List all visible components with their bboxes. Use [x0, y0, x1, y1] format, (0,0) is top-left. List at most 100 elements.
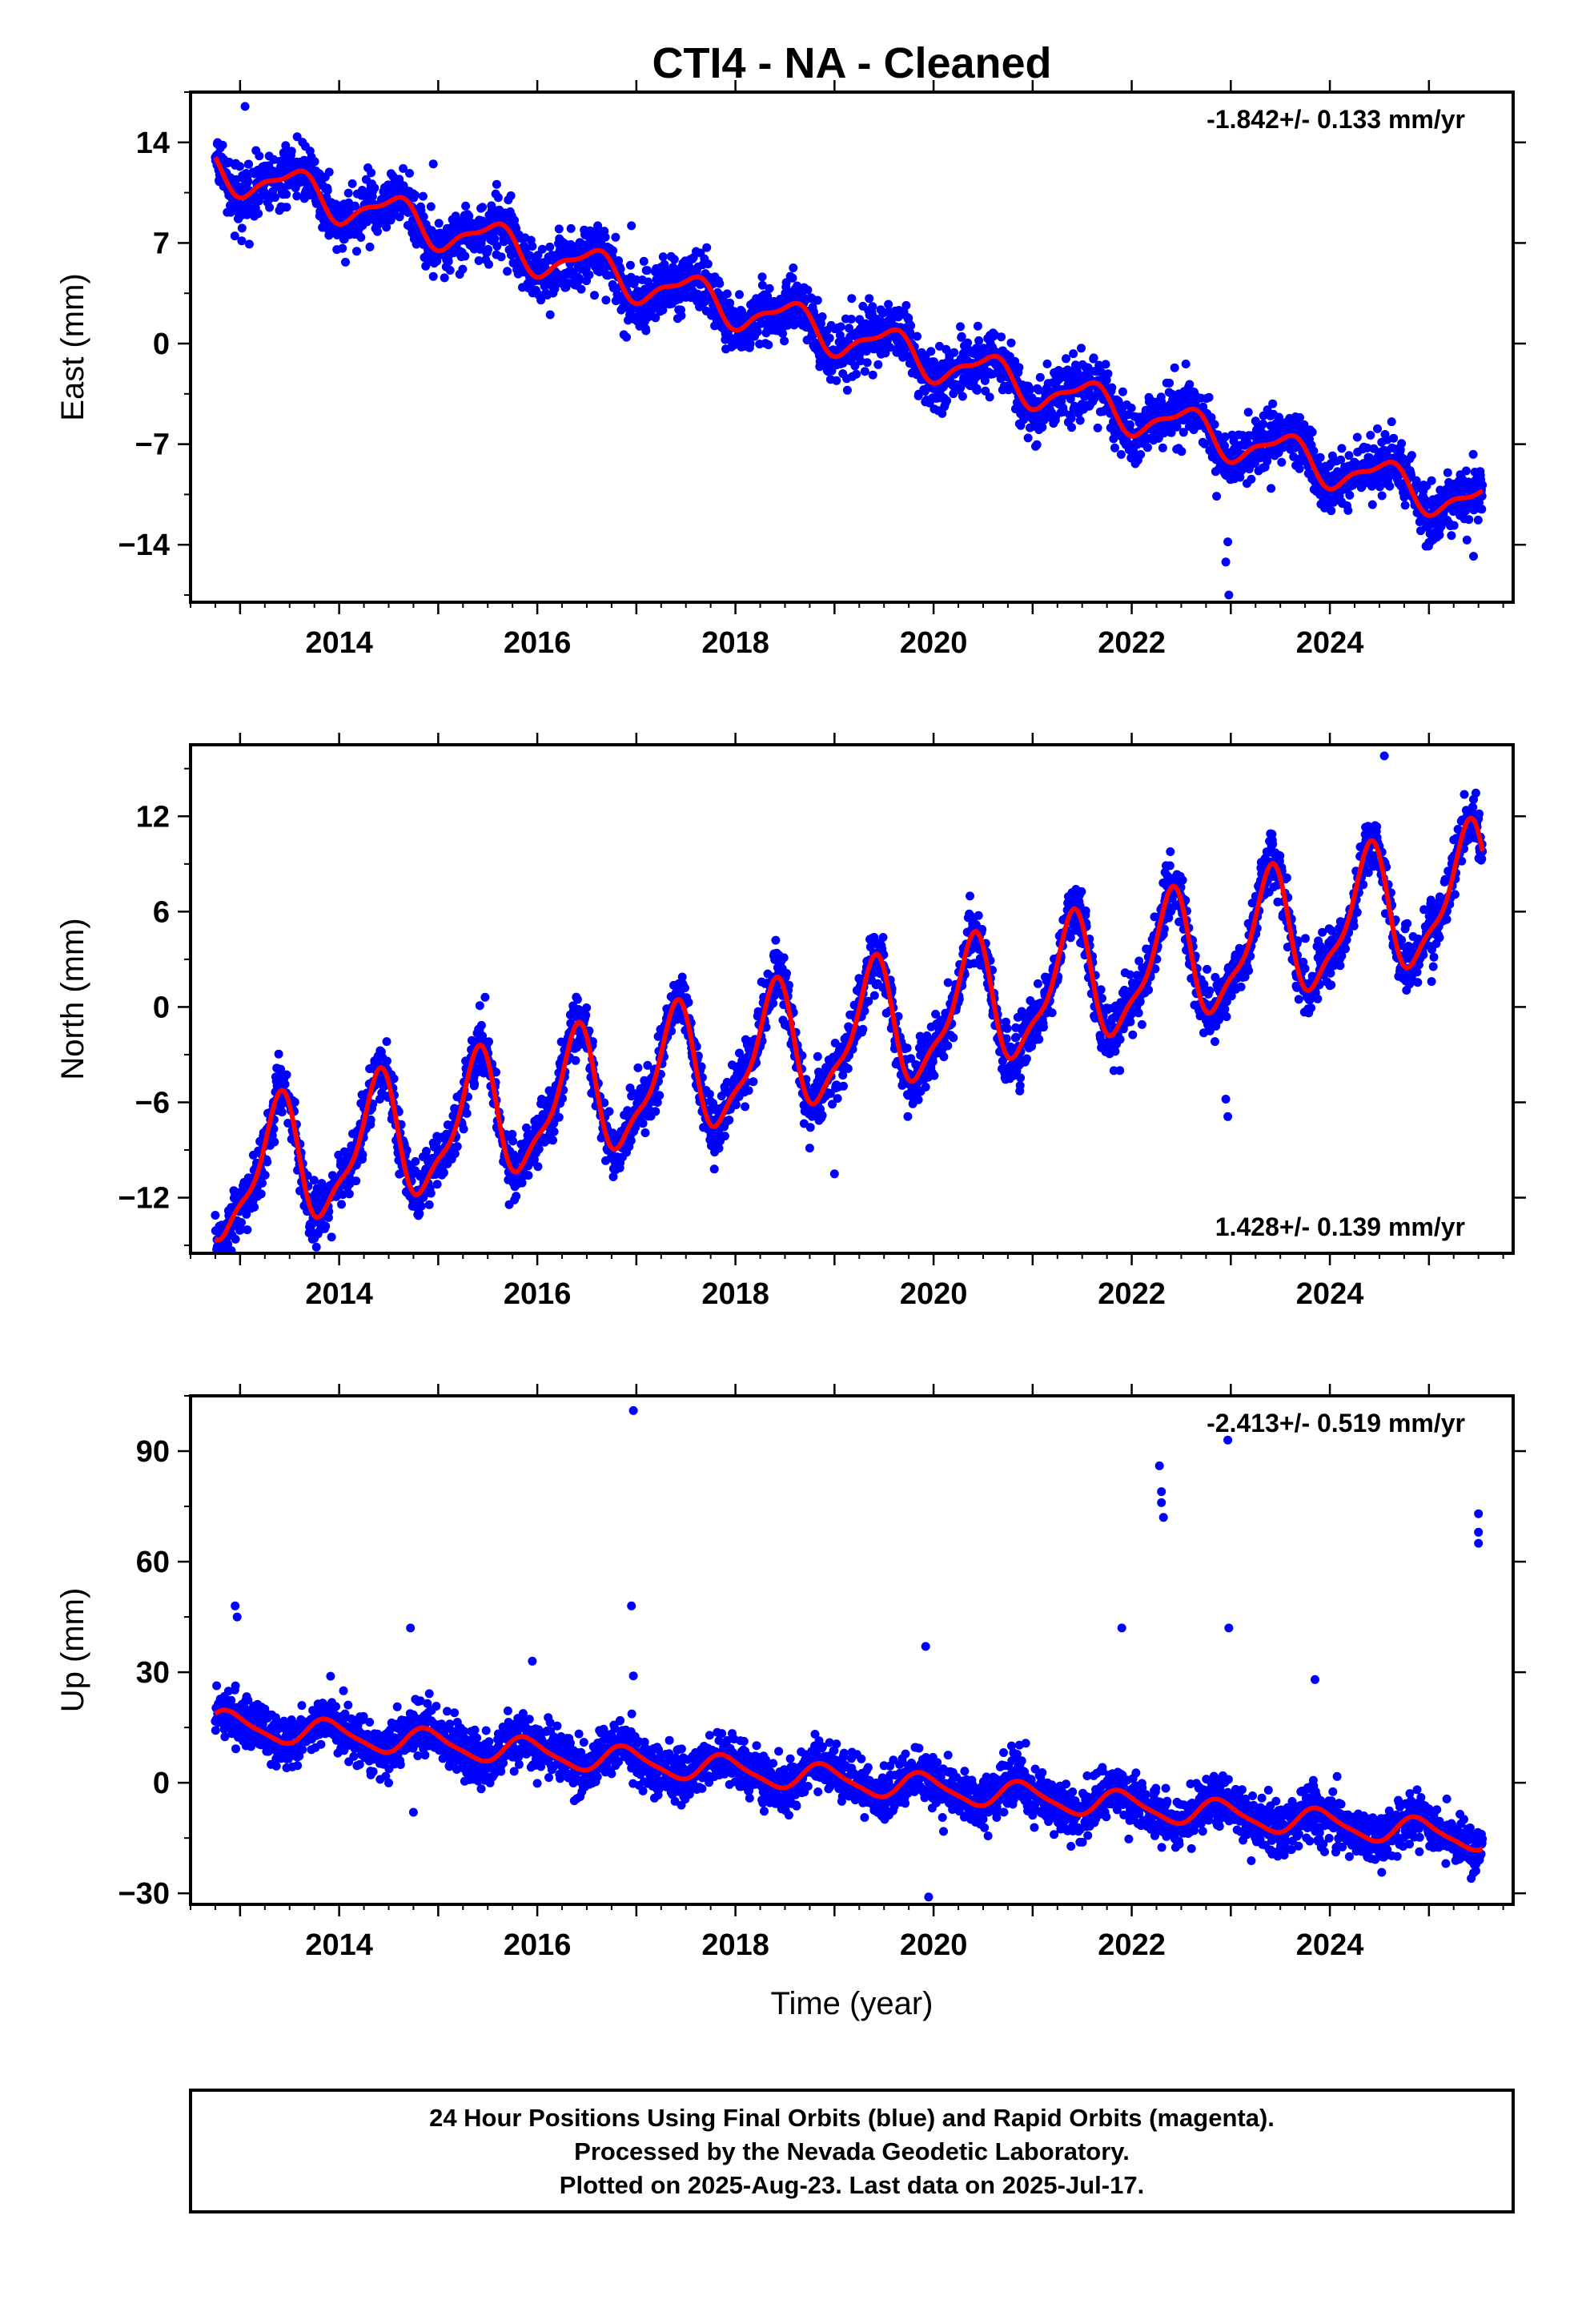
east-point: [1177, 447, 1186, 456]
east-point: [789, 263, 798, 272]
north-point: [480, 992, 490, 1002]
east-x-tick-label: 2016: [504, 626, 572, 660]
east-point: [1363, 443, 1372, 452]
east-point: [865, 294, 874, 304]
east-point: [764, 340, 773, 350]
east-point: [584, 270, 594, 279]
east-point: [550, 284, 560, 294]
east-point: [1103, 369, 1113, 379]
east-x-tick-label: 2018: [701, 626, 769, 660]
east-point: [757, 280, 767, 290]
east-point: [1464, 515, 1474, 525]
east-point: [611, 232, 620, 242]
east-point: [492, 241, 502, 251]
east-point: [1389, 433, 1399, 443]
east-point: [1026, 384, 1035, 394]
east-point: [1468, 449, 1478, 459]
east-point: [608, 283, 618, 292]
east-point: [593, 221, 603, 231]
east-point: [1309, 446, 1319, 456]
east-y-tick-label: 0: [153, 328, 170, 361]
east-point: [600, 232, 610, 242]
east-point: [816, 319, 825, 328]
east-point: [935, 341, 944, 351]
east-point: [958, 392, 967, 401]
north-point: [432, 1180, 442, 1189]
east-point: [1449, 521, 1459, 530]
east-point: [271, 193, 280, 202]
east-point: [474, 256, 484, 265]
north-point: [735, 1048, 744, 1058]
east-point: [884, 300, 893, 309]
east-point: [1462, 535, 1472, 545]
east-point: [367, 168, 376, 178]
east-point: [789, 320, 799, 330]
north-point: [533, 1162, 543, 1172]
north-point: [581, 1011, 591, 1020]
east-point: [1220, 441, 1229, 451]
east-point: [842, 385, 852, 395]
east-point: [963, 338, 973, 348]
east-point: [426, 202, 436, 211]
east-point: [1295, 464, 1304, 473]
north-point: [382, 1037, 391, 1047]
north-point: [269, 1124, 279, 1134]
east-point: [1461, 466, 1471, 476]
north-point: [554, 1112, 564, 1122]
east-point: [265, 203, 275, 212]
east-point: [503, 267, 512, 276]
north-point: [402, 1145, 412, 1155]
east-point: [341, 257, 350, 267]
north-point: [411, 1156, 420, 1166]
east-point: [622, 332, 631, 342]
north-point: [741, 1102, 750, 1112]
east-point: [832, 376, 841, 385]
east-point: [1407, 470, 1415, 480]
east-point: [576, 284, 586, 294]
north-point: [681, 983, 689, 993]
north-point: [705, 1089, 714, 1099]
east-point: [347, 179, 357, 188]
east-point: [745, 339, 755, 348]
east-point: [365, 242, 375, 251]
east-outlier-point: [428, 159, 438, 169]
east-point: [590, 291, 599, 300]
east-point: [765, 283, 774, 293]
north-point: [558, 1094, 567, 1104]
north-point: [655, 1091, 665, 1100]
north-point: [600, 1098, 609, 1108]
east-point: [988, 369, 998, 379]
east-point: [496, 252, 506, 262]
east-point: [428, 271, 438, 281]
east-point: [1477, 505, 1487, 514]
north-point: [237, 1218, 246, 1227]
north-point: [389, 1074, 399, 1084]
east-point: [1336, 455, 1346, 464]
east-point: [1165, 378, 1174, 388]
north-point: [263, 1157, 272, 1167]
east-point: [230, 231, 239, 241]
east-point: [722, 289, 732, 299]
east-point: [1220, 432, 1230, 441]
east-point: [753, 327, 762, 336]
east-point: [1327, 506, 1336, 516]
north-point: [512, 1192, 521, 1201]
north-point: [351, 1176, 361, 1186]
north-point: [608, 1172, 618, 1181]
east-point: [1118, 387, 1127, 396]
north-point: [769, 999, 778, 1008]
east-point: [639, 256, 648, 266]
east-point: [913, 332, 921, 341]
east-point: [1010, 356, 1020, 366]
north-point: [439, 1168, 448, 1177]
east-point: [506, 191, 516, 200]
east-point: [411, 191, 420, 200]
east-point: [873, 360, 883, 369]
east-point: [1069, 349, 1078, 359]
north-point: [256, 1189, 266, 1199]
east-point: [957, 332, 966, 341]
north-point: [274, 1049, 283, 1059]
east-point: [836, 322, 845, 332]
east-point: [1435, 530, 1444, 540]
east-point: [1315, 452, 1325, 462]
